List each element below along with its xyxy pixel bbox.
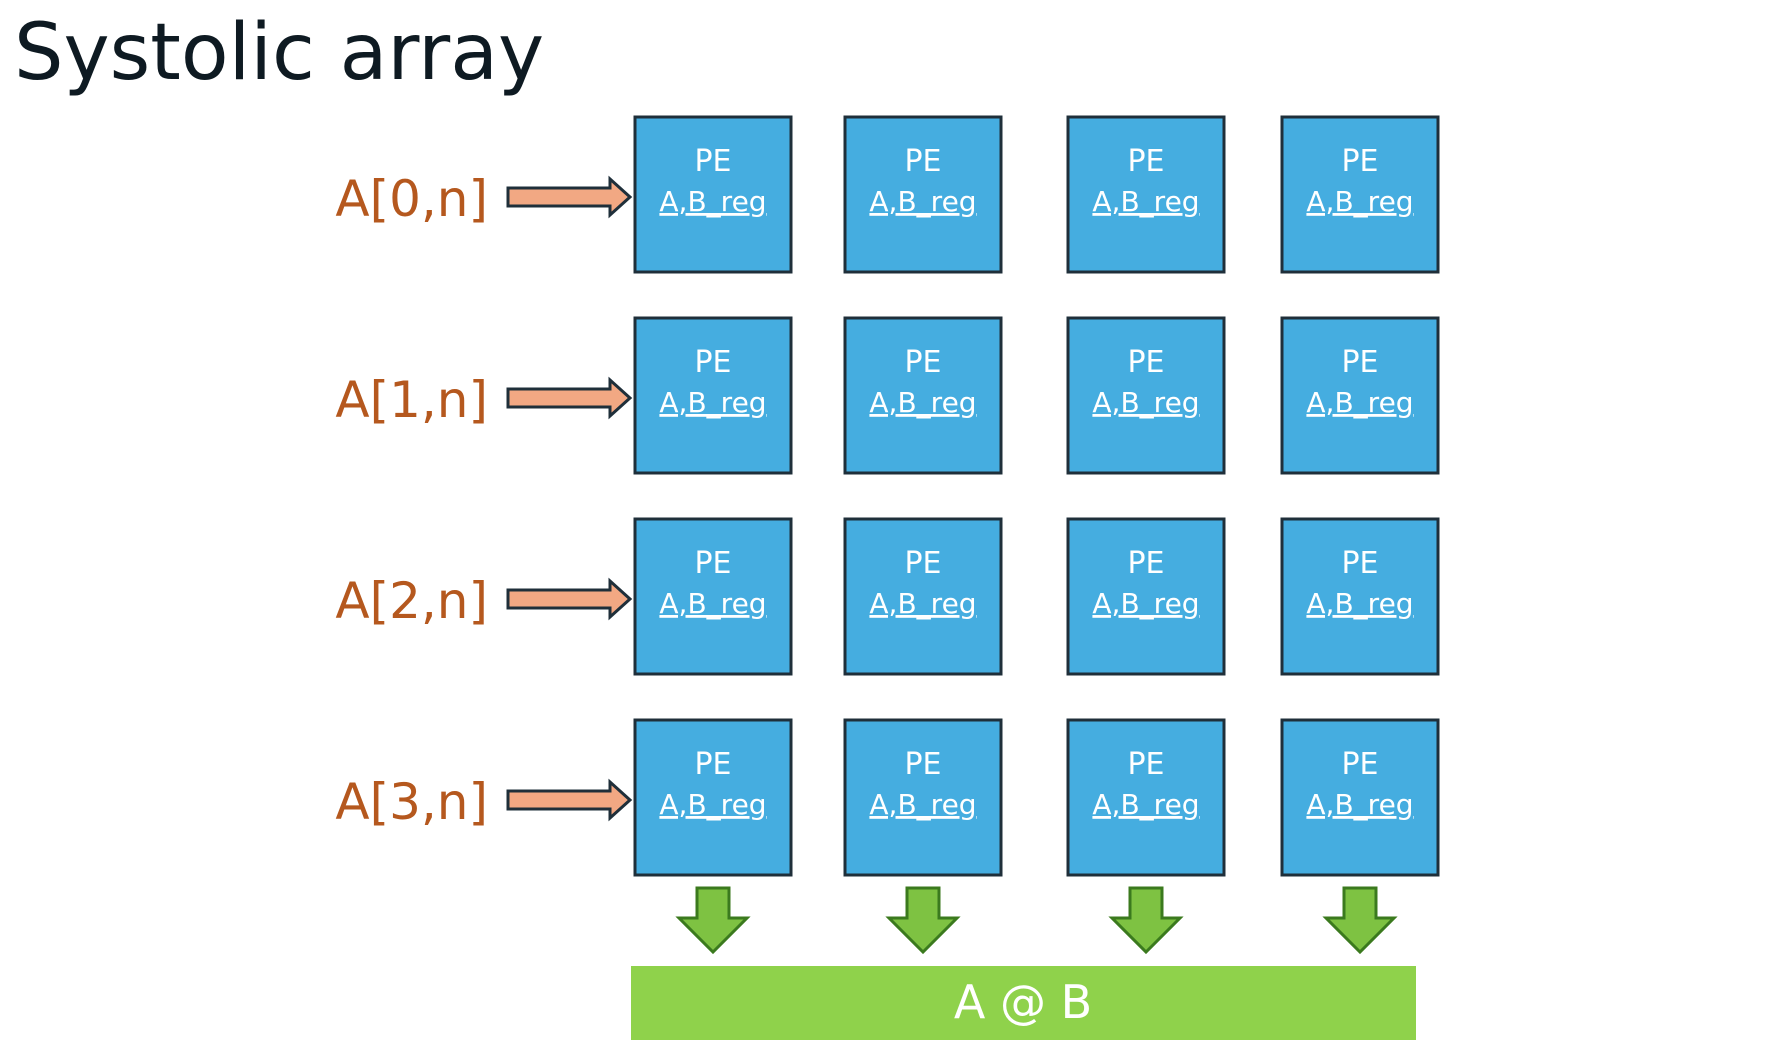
pe-title: PE [1341, 144, 1378, 179]
input-layer: A[0,n] A[1,n] A[2,n] A[3,n] [335, 170, 633, 831]
input-arrow-icon [506, 376, 633, 420]
pe-title: PE [1341, 345, 1378, 380]
pe-title: PE [904, 546, 941, 581]
pe-cell: PE A,B_reg [1280, 718, 1440, 877]
pe-box [1280, 316, 1440, 475]
input-row: A[3,n] [335, 773, 633, 831]
pe-box [1066, 517, 1226, 676]
pe-register-label: A,B_reg [1092, 587, 1199, 620]
pe-box [633, 718, 793, 877]
pe-title: PE [904, 144, 941, 179]
pe-box [1066, 718, 1226, 877]
pe-box [843, 316, 1003, 475]
pe-register-label: A,B_reg [1306, 587, 1413, 620]
row-input-label: A[0,n] [335, 170, 488, 228]
pe-title: PE [1341, 546, 1378, 581]
input-row: A[1,n] [335, 371, 633, 429]
pe-cell: PE A,B_reg [1280, 316, 1440, 475]
pe-cell: PE A,B_reg [843, 517, 1003, 676]
pe-box [843, 517, 1003, 676]
pe-title: PE [904, 345, 941, 380]
pe-register-label: A,B_reg [869, 587, 976, 620]
pe-title: PE [1127, 546, 1164, 581]
pe-register-label: A,B_reg [659, 185, 766, 218]
pe-title: PE [694, 345, 731, 380]
pe-register-label: A,B_reg [869, 788, 976, 821]
input-row: A[0,n] [335, 170, 633, 228]
pe-title: PE [694, 546, 731, 581]
output-arrow-icon [1322, 886, 1398, 955]
pe-box [1066, 115, 1226, 274]
pe-cell: PE A,B_reg [633, 316, 793, 475]
pe-register-label: A,B_reg [1092, 185, 1199, 218]
pe-box [1280, 517, 1440, 676]
row-input-label: A[3,n] [335, 773, 488, 831]
output-arrow-icon [675, 886, 751, 955]
pe-cell: PE A,B_reg [843, 115, 1003, 274]
row-input-label: A[2,n] [335, 572, 488, 630]
pe-register-label: A,B_reg [1092, 386, 1199, 419]
pe-box [843, 115, 1003, 274]
output-layer [675, 886, 1398, 955]
input-arrow-icon [506, 577, 633, 621]
pe-box [633, 115, 793, 274]
pe-box [1280, 718, 1440, 877]
pe-register-label: A,B_reg [659, 587, 766, 620]
pe-grid: PE A,B_reg PE A,B_reg PE A,B_reg PE A,B_reg PE A,… [633, 115, 1440, 877]
pe-cell: PE A,B_reg [1066, 115, 1226, 274]
pe-register-label: A,B_reg [869, 185, 976, 218]
pe-cell: PE A,B_reg [1280, 115, 1440, 274]
pe-title: PE [1127, 345, 1164, 380]
pe-title: PE [1127, 144, 1164, 179]
pe-box [843, 718, 1003, 877]
pe-box [1280, 115, 1440, 274]
pe-title: PE [904, 747, 941, 782]
output-arrow-icon [885, 886, 961, 955]
input-arrow-icon [506, 175, 633, 219]
pe-register-label: A,B_reg [1306, 185, 1413, 218]
pe-register-label: A,B_reg [1092, 788, 1199, 821]
output-arrow-icon [1108, 886, 1184, 955]
pe-cell: PE A,B_reg [1280, 517, 1440, 676]
input-arrow-icon [506, 778, 633, 822]
pe-title: PE [1127, 747, 1164, 782]
pe-cell: PE A,B_reg [633, 115, 793, 274]
pe-cell: PE A,B_reg [1066, 517, 1226, 676]
result-bar [631, 966, 1416, 1040]
result-layer: A @ B [631, 966, 1416, 1040]
pe-cell: PE A,B_reg [1066, 316, 1226, 475]
pe-register-label: A,B_reg [869, 386, 976, 419]
pe-title: PE [1341, 747, 1378, 782]
pe-box [633, 316, 793, 475]
pe-cell: PE A,B_reg [843, 316, 1003, 475]
pe-title: PE [694, 144, 731, 179]
row-input-label: A[1,n] [335, 371, 488, 429]
pe-cell: PE A,B_reg [1066, 718, 1226, 877]
input-row: A[2,n] [335, 572, 633, 630]
pe-register-label: A,B_reg [659, 788, 766, 821]
pe-register-label: A,B_reg [1306, 386, 1413, 419]
pe-cell: PE A,B_reg [633, 718, 793, 877]
pe-register-label: A,B_reg [1306, 788, 1413, 821]
pe-box [633, 517, 793, 676]
pe-cell: PE A,B_reg [633, 517, 793, 676]
diagram-title: Systolic array [14, 8, 545, 98]
pe-title: PE [694, 747, 731, 782]
result-label: A @ B [954, 975, 1092, 1029]
pe-box [1066, 316, 1226, 475]
pe-register-label: A,B_reg [659, 386, 766, 419]
pe-cell: PE A,B_reg [843, 718, 1003, 877]
